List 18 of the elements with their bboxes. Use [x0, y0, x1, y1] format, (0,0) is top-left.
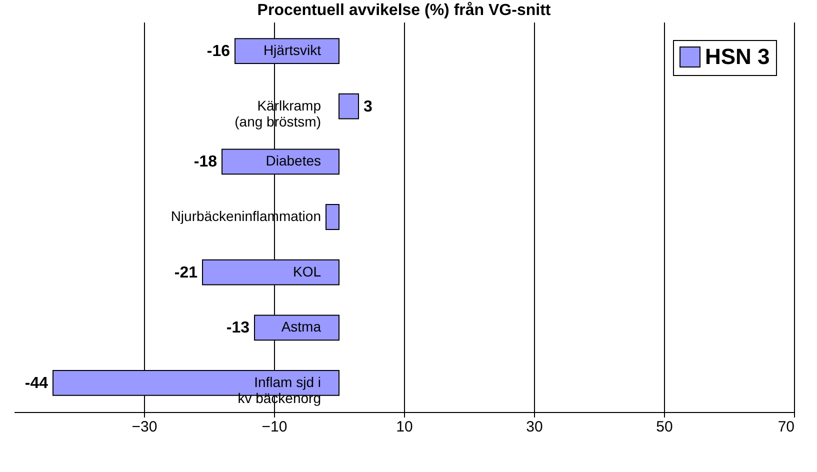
data-label: -21 [174, 264, 198, 282]
x-tick-label: 10 [396, 418, 413, 436]
y-tick-label: Astma [281, 318, 322, 335]
data-label: -16 [206, 43, 230, 60]
data-label: -13 [226, 320, 250, 337]
x-tick-label: 30 [526, 418, 543, 436]
x-tick-label: −10 [262, 418, 288, 436]
data-label: 3 [364, 98, 372, 116]
x-tick-label: 50 [656, 418, 673, 436]
data-label: -18 [194, 154, 218, 171]
legend-label: HSN 3 [705, 44, 770, 69]
y-tick-label: KOL [292, 263, 322, 280]
x-tick-label: −30 [132, 418, 158, 436]
data-label: -44 [24, 374, 48, 392]
chart-title: Procentuell avvikelse (%) från VG-snitt [257, 1, 552, 19]
y-tick-label: Diabetes [266, 152, 321, 169]
y-tick-label: Hjärtsvikt [263, 42, 322, 58]
x-tick-label: 70 [778, 418, 794, 436]
